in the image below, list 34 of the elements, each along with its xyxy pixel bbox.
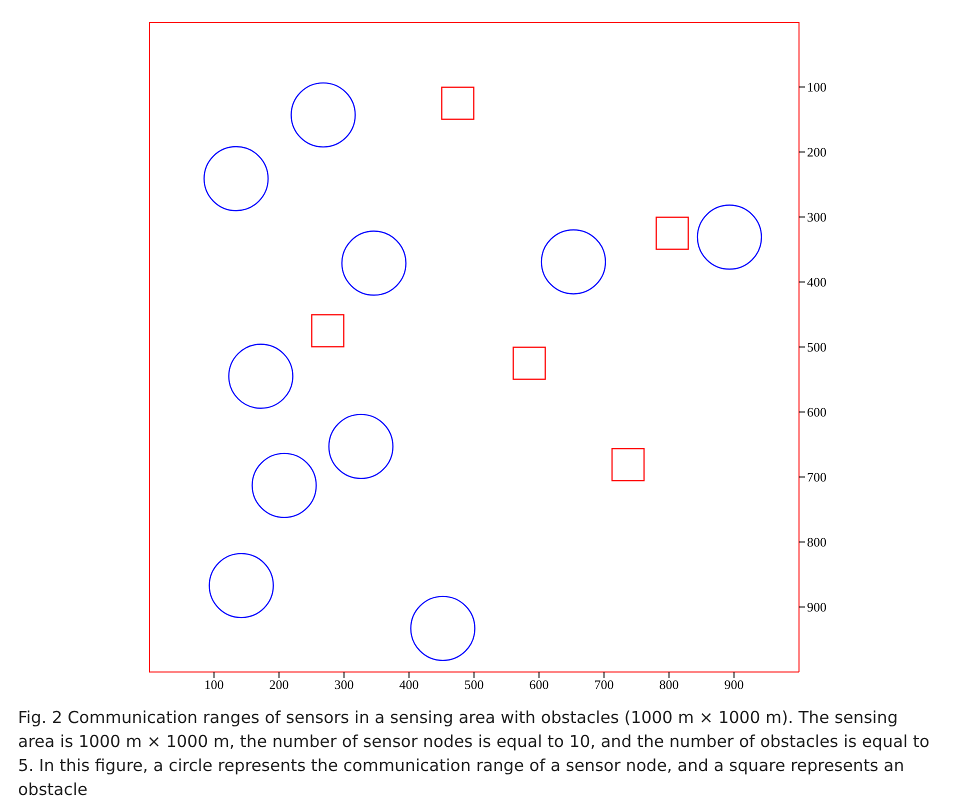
y-tick-label: 700 (807, 470, 826, 485)
y-tick-label: 600 (807, 404, 826, 420)
point (208, 552, 274, 618)
point (696, 204, 762, 270)
point (204, 146, 269, 212)
y-tick-label: 800 (807, 534, 826, 550)
x-tick-label: 100 (204, 677, 224, 692)
x-tick-label: 200 (269, 677, 289, 692)
y-tick-label: 200 (807, 144, 826, 160)
point (252, 452, 317, 518)
y-tick-label: 100 (807, 80, 826, 95)
point (328, 414, 394, 480)
caption: Fig. 2 Communication ranges of sensors in a sensing area with obstacles (1000 m × 1000 m). The sensing area is 1000 m × 1000 m, the number of sensor nodes is equal to 10, and the number of obstacles is equal to 5. In this figure, a circle represents the communication range of a sensor node, and a square represents an obstacle (17, 707, 930, 801)
point (228, 344, 294, 409)
point (311, 314, 344, 348)
y-tick-label: 500 (807, 340, 826, 355)
point (341, 230, 406, 296)
x-tick-label: 900 (724, 677, 744, 692)
point (611, 448, 645, 482)
x-tick-label: 500 (464, 677, 484, 692)
x-tick-label: 700 (594, 677, 614, 692)
point (441, 86, 474, 120)
point (656, 216, 689, 250)
x-tick-label: 600 (529, 677, 549, 692)
y-tick-label: 900 (807, 600, 826, 615)
x-tick-label: 400 (399, 677, 419, 692)
x-tick-label: 300 (334, 677, 354, 692)
point (410, 596, 476, 662)
x-tick-label: 800 (659, 677, 679, 692)
point (512, 346, 546, 380)
point (540, 229, 606, 294)
y-tick-label: 400 (807, 274, 826, 290)
y-tick-label: 300 (807, 210, 826, 225)
point (290, 82, 356, 148)
